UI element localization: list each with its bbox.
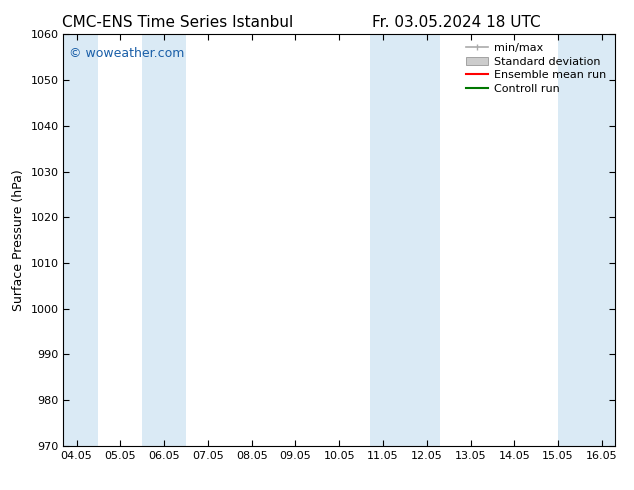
Legend: min/max, Standard deviation, Ensemble mean run, Controll run: min/max, Standard deviation, Ensemble me…: [463, 40, 609, 97]
Text: CMC-ENS Time Series Istanbul: CMC-ENS Time Series Istanbul: [62, 15, 293, 30]
Bar: [558, 34, 615, 446]
Bar: [370, 34, 440, 446]
Bar: [63, 34, 98, 446]
Text: © woweather.com: © woweather.com: [69, 47, 184, 60]
Y-axis label: Surface Pressure (hPa): Surface Pressure (hPa): [12, 169, 25, 311]
Text: Fr. 03.05.2024 18 UTC: Fr. 03.05.2024 18 UTC: [372, 15, 541, 30]
Bar: [142, 34, 186, 446]
